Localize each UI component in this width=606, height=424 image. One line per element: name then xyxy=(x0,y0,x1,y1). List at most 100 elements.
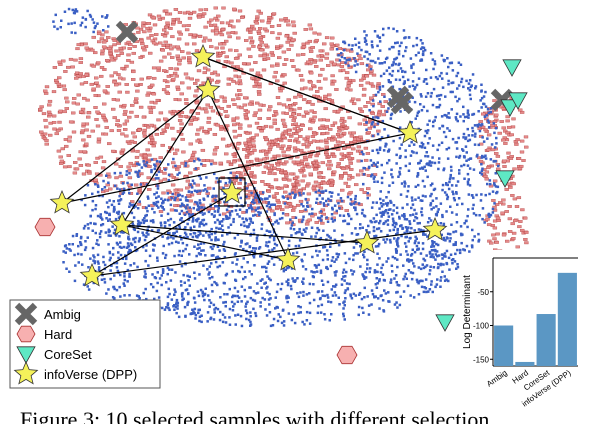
point xyxy=(192,206,195,210)
point xyxy=(410,226,413,230)
point xyxy=(377,244,380,248)
point xyxy=(56,27,59,31)
point xyxy=(441,77,444,80)
point xyxy=(254,121,260,125)
point xyxy=(288,36,293,40)
point xyxy=(254,311,257,315)
point xyxy=(128,161,133,165)
point xyxy=(67,7,71,11)
point xyxy=(118,46,123,50)
point xyxy=(412,262,415,265)
point xyxy=(239,178,242,182)
point xyxy=(87,227,90,230)
point xyxy=(172,157,175,161)
point xyxy=(489,241,494,245)
point xyxy=(289,59,295,62)
point xyxy=(417,183,420,187)
point xyxy=(395,301,398,304)
point xyxy=(259,197,262,200)
point xyxy=(331,206,334,210)
point xyxy=(110,264,113,267)
point xyxy=(385,196,388,199)
point xyxy=(153,167,156,171)
point xyxy=(259,301,262,304)
point xyxy=(301,265,305,268)
point xyxy=(510,194,515,197)
point xyxy=(346,287,349,290)
point xyxy=(157,170,161,174)
point xyxy=(402,264,405,267)
point xyxy=(343,219,347,223)
point xyxy=(404,155,407,159)
point xyxy=(127,238,131,241)
point xyxy=(248,145,253,148)
point xyxy=(398,129,401,133)
point xyxy=(308,50,314,53)
point xyxy=(387,79,390,82)
point xyxy=(354,294,357,297)
point xyxy=(167,173,171,177)
point xyxy=(434,115,437,119)
point xyxy=(407,185,410,188)
point xyxy=(189,119,194,122)
point xyxy=(269,203,273,207)
point xyxy=(228,163,234,167)
point xyxy=(359,169,364,173)
point xyxy=(77,261,80,264)
point xyxy=(101,113,106,117)
point xyxy=(279,315,282,319)
point xyxy=(162,79,168,83)
point xyxy=(99,74,104,78)
point xyxy=(322,283,325,286)
point xyxy=(412,151,415,154)
point xyxy=(454,241,457,244)
point xyxy=(409,271,413,274)
point xyxy=(223,192,226,195)
point xyxy=(396,41,399,44)
point xyxy=(62,110,67,114)
point xyxy=(343,279,346,282)
point xyxy=(196,290,200,293)
point xyxy=(74,8,78,11)
point xyxy=(467,134,471,137)
point xyxy=(190,312,193,315)
point xyxy=(218,220,221,224)
point xyxy=(418,161,421,165)
point xyxy=(422,231,425,234)
point xyxy=(339,134,344,138)
point xyxy=(119,151,125,155)
point xyxy=(429,203,432,207)
point xyxy=(93,94,98,97)
point xyxy=(296,129,301,133)
point xyxy=(521,159,526,162)
point xyxy=(254,196,257,199)
point xyxy=(206,116,212,120)
point xyxy=(429,164,433,167)
point xyxy=(467,87,470,90)
point xyxy=(44,139,49,142)
point xyxy=(154,132,160,136)
point xyxy=(271,324,275,327)
point xyxy=(424,265,427,269)
point xyxy=(220,27,226,31)
point xyxy=(174,305,178,309)
point xyxy=(326,293,329,297)
point xyxy=(237,269,240,273)
point xyxy=(243,188,248,192)
point xyxy=(341,233,344,237)
point xyxy=(342,307,345,310)
point xyxy=(183,231,187,235)
point xyxy=(395,30,399,33)
point xyxy=(232,103,237,106)
point xyxy=(225,217,228,220)
point xyxy=(114,176,119,180)
point xyxy=(379,271,383,274)
point xyxy=(463,248,466,252)
point xyxy=(57,60,62,64)
point xyxy=(198,230,202,233)
point xyxy=(445,193,448,197)
point xyxy=(494,172,497,175)
point xyxy=(120,246,123,249)
point xyxy=(185,179,191,183)
point xyxy=(261,68,267,72)
